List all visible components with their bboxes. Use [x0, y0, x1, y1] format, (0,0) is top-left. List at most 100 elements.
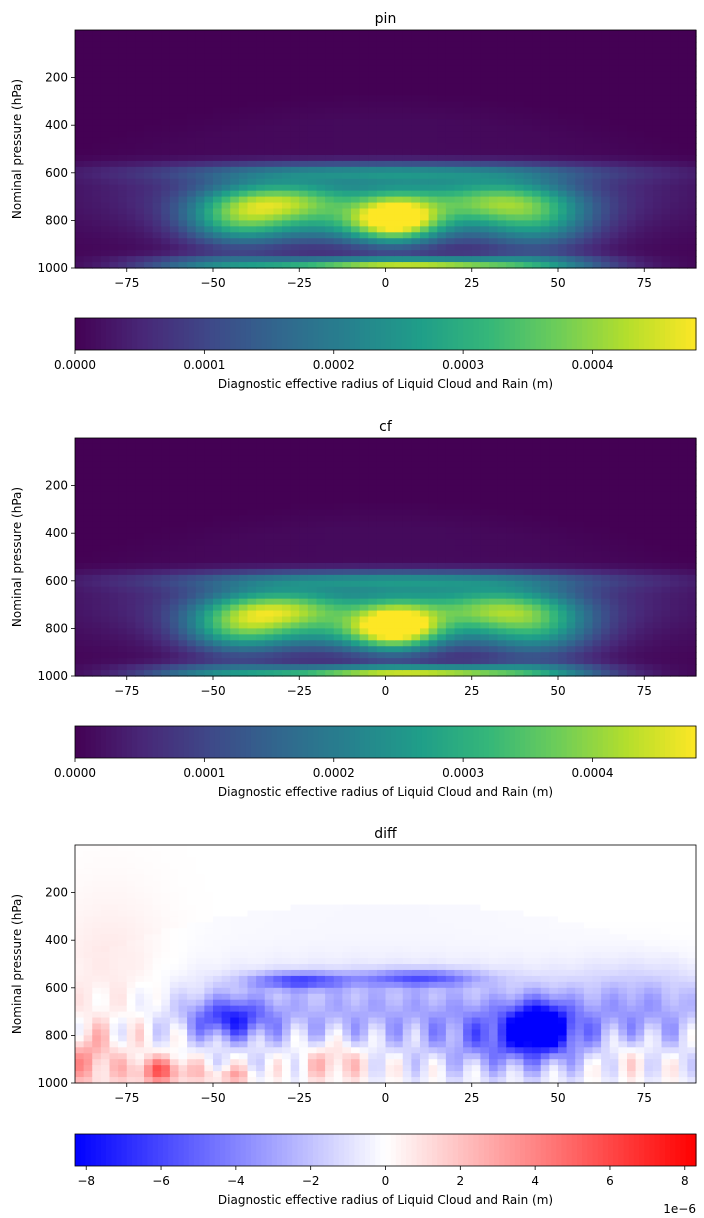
- heatmap-cell: [307, 598, 318, 606]
- heatmap-cell: [463, 503, 473, 510]
- heatmap-cell: [661, 149, 671, 156]
- heatmap-cell: [437, 149, 447, 156]
- heatmap-cell: [256, 533, 266, 540]
- heatmap-cell: [592, 262, 602, 269]
- heatmap-cell: [273, 515, 283, 522]
- heatmap-cell: [316, 178, 326, 186]
- heatmap-cell: [118, 455, 128, 463]
- heatmap-cell: [333, 83, 343, 91]
- heatmap-cell: [178, 160, 188, 168]
- heatmap-cell: [687, 71, 697, 79]
- heatmap-cell: [652, 59, 663, 67]
- heatmap-cell: [428, 551, 438, 558]
- heatmap-cell: [238, 670, 249, 677]
- heatmap-cell: [385, 125, 395, 132]
- heatmap-cell: [627, 53, 637, 61]
- heatmap-cell: [290, 77, 300, 85]
- heatmap-cell: [402, 634, 412, 641]
- heatmap-cell: [187, 47, 197, 55]
- heatmap-cell: [161, 551, 171, 558]
- heatmap-cell: [264, 634, 274, 641]
- heatmap-cell: [471, 184, 481, 192]
- heatmap-cell: [333, 479, 343, 487]
- heatmap-cell: [368, 232, 378, 239]
- heatmap-cell: [463, 238, 473, 245]
- heatmap-cell: [247, 604, 257, 612]
- heatmap-cell: [454, 232, 464, 239]
- heatmap-cell: [532, 95, 542, 102]
- heatmap-cell: [437, 172, 447, 180]
- heatmap-cell: [618, 125, 628, 132]
- heatmap-cell: [635, 208, 645, 216]
- heatmap-cell: [92, 485, 102, 493]
- heatmap-cell: [161, 461, 171, 469]
- heatmap-cell: [376, 41, 387, 49]
- heatmap-cell: [471, 71, 481, 79]
- heatmap-cell: [385, 658, 395, 665]
- heatmap-cell: [230, 59, 240, 67]
- heatmap-cell: [273, 244, 283, 251]
- heatmap-cell: [402, 53, 412, 61]
- heatmap-cell: [592, 178, 602, 186]
- heatmap-cell: [394, 214, 404, 221]
- heatmap-cell: [126, 586, 136, 594]
- heatmap-cell: [342, 628, 352, 635]
- heatmap-cell: [204, 467, 214, 475]
- heatmap-cell: [670, 83, 680, 91]
- heatmap-cell: [256, 658, 266, 665]
- heatmap-cell: [264, 551, 274, 558]
- heatmap-cell: [126, 244, 136, 251]
- heatmap-cell: [678, 83, 688, 91]
- heatmap-cell: [135, 533, 145, 540]
- heatmap-cell: [376, 226, 387, 233]
- heatmap-cell: [359, 154, 369, 162]
- heatmap-cell: [454, 262, 464, 269]
- heatmap-cell: [187, 119, 197, 126]
- heatmap-cell: [368, 256, 378, 263]
- heatmap-cell: [428, 208, 438, 216]
- heatmap-cell: [92, 586, 102, 594]
- heatmap-cell: [118, 497, 128, 505]
- heatmap-cell: [618, 95, 628, 102]
- heatmap-cell: [83, 652, 93, 659]
- heatmap-cell: [618, 154, 628, 162]
- heatmap-cell: [92, 119, 102, 126]
- heatmap-cell: [627, 262, 637, 269]
- heatmap-cell: [420, 89, 430, 97]
- heatmap-cell: [247, 160, 257, 168]
- heatmap-cell: [273, 622, 283, 629]
- heatmap-cell: [307, 562, 318, 570]
- heatmap-cell: [411, 53, 421, 61]
- heatmap-cell: [549, 131, 559, 138]
- heatmap-cell: [489, 616, 499, 624]
- heatmap-cell: [307, 509, 318, 516]
- heatmap-cell: [471, 509, 481, 516]
- heatmap-cell: [256, 646, 266, 653]
- heatmap-cell: [463, 202, 473, 210]
- heatmap-cell: [480, 196, 490, 204]
- heatmap-cell: [420, 256, 430, 263]
- heatmap-cell: [428, 250, 438, 257]
- heatmap-cell: [161, 586, 171, 594]
- heatmap-cell: [359, 646, 369, 653]
- heatmap-cell: [204, 83, 214, 91]
- heatmap-cell: [230, 562, 240, 570]
- heatmap-cell: [144, 521, 154, 528]
- heatmap-cell: [230, 664, 240, 671]
- heatmap-cell: [454, 562, 464, 570]
- heatmap-cell: [256, 562, 266, 570]
- heatmap-cell: [178, 71, 188, 79]
- heatmap-cell: [333, 658, 343, 665]
- heatmap-cell: [135, 539, 145, 546]
- heatmap-cell: [635, 172, 645, 180]
- heatmap-cell: [368, 521, 378, 528]
- heatmap-cell: [394, 89, 404, 97]
- heatmap-cell: [420, 574, 430, 582]
- heatmap-cell: [342, 604, 352, 612]
- heatmap-cell: [463, 137, 473, 144]
- heatmap-cell: [394, 95, 404, 102]
- heatmap-cell: [523, 172, 533, 180]
- heatmap-cell: [118, 562, 128, 570]
- heatmap-cell: [661, 113, 671, 120]
- heatmap-cell: [100, 455, 111, 463]
